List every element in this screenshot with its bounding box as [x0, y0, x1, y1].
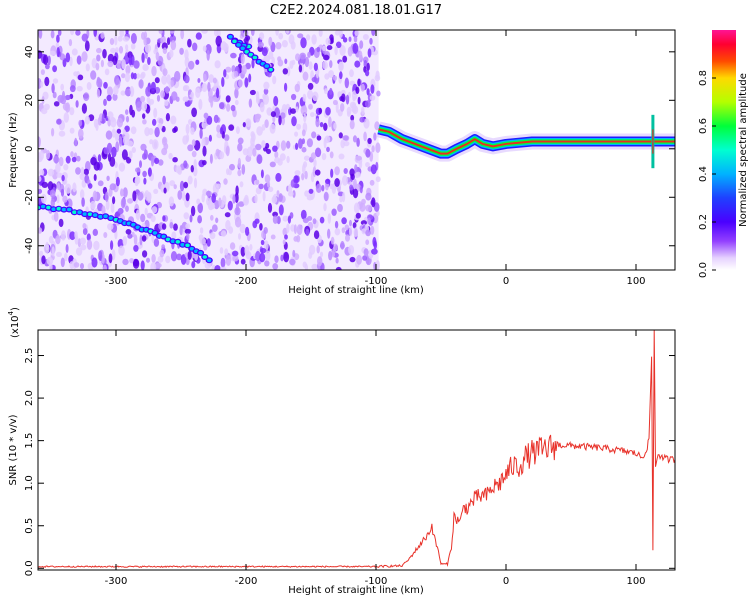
x-tick-label: -200 — [235, 576, 258, 587]
colorbar-tick-label: 0.4 — [698, 166, 709, 182]
colorbar-tick-label: 0.8 — [698, 70, 709, 86]
spectrogram-frame — [37, 29, 676, 271]
spectrogram-noise-field — [38, 30, 381, 270]
x-tick-label: -300 — [105, 276, 128, 287]
x-tick-label: -100 — [365, 576, 388, 587]
snr-multiplier: (x104) — [7, 307, 21, 338]
snr-multiplier-base: (x10 — [10, 315, 21, 338]
y-tick-label: 0.5 — [24, 518, 35, 534]
snr-ylabel: SNR (10 * v/v) — [8, 414, 19, 485]
spectrogram-trace-2 — [376, 114, 675, 169]
figure-title: C2E2.2024.081.18.01.G17 — [270, 3, 442, 18]
x-tick-label: -200 — [235, 276, 258, 287]
y-tick-label: 0.0 — [24, 560, 35, 576]
snr-frame — [37, 329, 676, 571]
x-tick-label: -300 — [105, 576, 128, 587]
snr-multiplier-close: ) — [10, 307, 21, 311]
spectrogram-plot-area — [38, 30, 675, 270]
spectrogram-ylabel: Frequency (Hz) — [8, 112, 19, 188]
colorbar-ticks: 0.0 0.2 0.4 0.6 0.8 — [698, 70, 716, 278]
y-tick-label: 40 — [24, 45, 35, 58]
y-tick-label: 2.5 — [24, 348, 35, 364]
snr-series-line — [38, 330, 675, 569]
spectrogram-xlabel: Height of straight line (km) — [288, 285, 424, 296]
colorbar: 0.0 0.2 0.4 0.6 0.8 Normalized spectral ampl… — [698, 30, 749, 278]
y-tick-label: -40 — [24, 238, 35, 254]
snr-panel: -300 -200 -100 0 100 0.0 0.5 1.0 1.5 2.0 2.5 Heigh… — [7, 307, 676, 596]
x-tick-label: 100 — [626, 576, 645, 587]
colorbar-tick-label: 0.6 — [698, 118, 709, 134]
spectrogram-trace-1 — [226, 33, 275, 73]
colorbar-tick-label: 0.0 — [698, 262, 709, 278]
spectrogram-trace-0 — [38, 203, 213, 264]
snr-axis-ticks: -300 -200 -100 0 100 0.0 0.5 1.0 1.5 2.0 2.5 — [24, 330, 675, 587]
svg-text:(x104): (x104) — [7, 307, 21, 338]
colorbar-label: Normalized spectral amplitude — [738, 73, 749, 227]
snr-multiplier-exp: 4 — [7, 310, 15, 315]
y-tick-label: 0 — [24, 146, 35, 152]
x-tick-label: -100 — [365, 276, 388, 287]
y-tick-label: 1.0 — [24, 475, 35, 491]
y-tick-label: 1.5 — [24, 433, 35, 449]
y-tick-label: -20 — [24, 189, 35, 205]
colorbar-tick-label: 0.2 — [698, 214, 709, 230]
x-tick-label: 100 — [626, 276, 645, 287]
colorbar-gradient — [712, 30, 736, 270]
x-tick-label: 0 — [503, 576, 509, 587]
y-tick-label: 20 — [24, 94, 35, 107]
snr-xlabel: Height of straight line (km) — [288, 585, 424, 596]
x-tick-label: 0 — [503, 276, 509, 287]
y-tick-label: 2.0 — [24, 390, 35, 406]
